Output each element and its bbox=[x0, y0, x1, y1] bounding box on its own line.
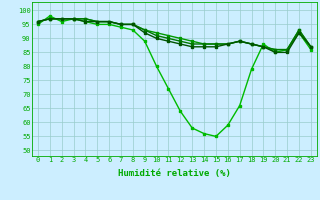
X-axis label: Humidité relative (%): Humidité relative (%) bbox=[118, 169, 231, 178]
